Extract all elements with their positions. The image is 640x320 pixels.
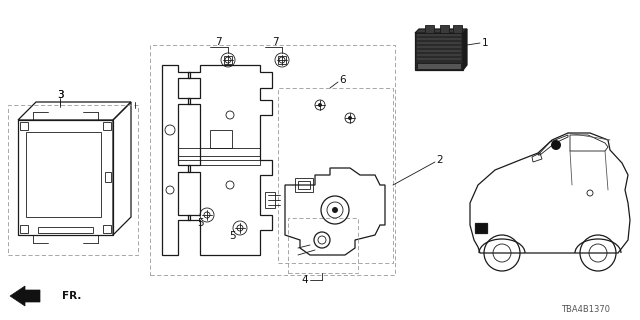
Bar [178,160,260,165]
Circle shape [332,207,338,213]
Bar [8,105,138,255]
Text: 3: 3 [57,90,63,100]
Polygon shape [10,286,40,306]
Bar [103,122,111,130]
Bar [278,88,393,263]
Bar [210,130,232,148]
Bar [150,45,395,275]
Polygon shape [463,29,467,70]
Bar [417,63,461,69]
Text: 3: 3 [57,90,63,100]
Text: 5: 5 [230,231,236,241]
Bar [178,148,260,156]
Bar [475,223,487,233]
Text: 4: 4 [301,275,308,285]
Polygon shape [415,33,463,70]
Text: 5: 5 [196,218,204,228]
Bar [453,25,462,33]
Text: 2: 2 [436,155,444,165]
Text: 6: 6 [340,75,346,85]
Bar [18,120,113,235]
Bar [103,225,111,233]
Bar [295,178,313,192]
Bar [440,25,449,33]
Bar [425,25,434,33]
Bar [298,181,310,189]
Text: FR.: FR. [62,291,81,301]
Circle shape [551,140,561,150]
Text: 1: 1 [482,38,488,48]
Bar [26,132,101,217]
Text: 7: 7 [272,37,278,47]
Text: 7: 7 [214,37,221,47]
Bar [38,227,93,233]
Bar [278,56,286,64]
Bar [20,225,28,233]
Circle shape [318,103,322,107]
Bar [265,192,275,208]
Bar [288,218,358,273]
Bar [20,122,28,130]
Polygon shape [415,29,467,33]
Bar [105,172,111,182]
Circle shape [348,116,352,120]
Text: TBA4B1370: TBA4B1370 [561,306,610,315]
Bar [224,56,232,64]
